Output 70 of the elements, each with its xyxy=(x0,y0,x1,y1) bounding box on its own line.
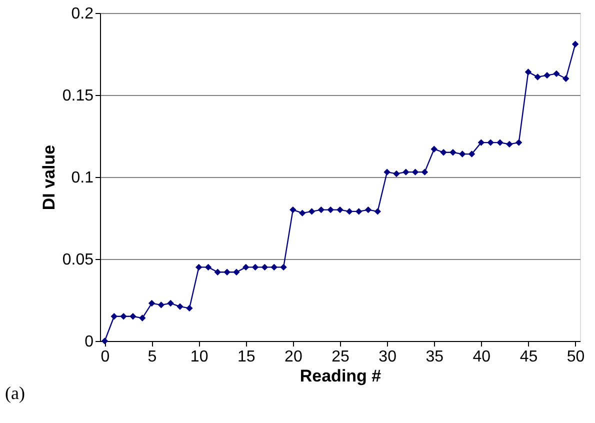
point xyxy=(176,303,184,310)
point xyxy=(110,313,118,320)
x-tick-label: 20 xyxy=(284,348,302,366)
x-tick-label: 0 xyxy=(100,348,110,366)
point xyxy=(233,268,240,276)
point xyxy=(506,140,513,148)
point xyxy=(242,264,250,271)
point xyxy=(544,72,550,79)
point xyxy=(450,149,456,156)
x-tick-label: 30 xyxy=(378,348,397,366)
point xyxy=(430,146,438,152)
point xyxy=(299,210,306,216)
point xyxy=(524,68,532,76)
point xyxy=(186,304,193,312)
y-tick-label: 0 xyxy=(84,334,94,350)
point xyxy=(327,206,334,214)
text: (a) xyxy=(5,383,25,403)
point xyxy=(346,208,353,215)
point xyxy=(130,313,136,320)
point xyxy=(553,70,560,78)
point xyxy=(195,264,202,271)
point xyxy=(214,268,221,276)
point xyxy=(318,206,325,214)
point xyxy=(393,170,400,178)
point xyxy=(421,168,428,176)
point xyxy=(478,139,485,146)
point xyxy=(364,206,372,214)
x-tick-label: 40 xyxy=(472,348,491,366)
x-tick-label: 5 xyxy=(148,348,157,366)
point xyxy=(412,168,419,176)
x-axis-title: Reading # xyxy=(300,366,382,386)
point xyxy=(572,40,579,48)
point xyxy=(167,300,174,307)
point xyxy=(374,208,381,215)
point xyxy=(280,264,287,271)
x-tick-label: 10 xyxy=(190,348,208,366)
point xyxy=(139,314,146,322)
point xyxy=(204,264,212,271)
point xyxy=(496,139,504,146)
point xyxy=(270,264,278,271)
point xyxy=(158,302,165,308)
x-tick-label: 45 xyxy=(520,348,538,366)
point xyxy=(402,168,410,176)
point xyxy=(101,338,108,344)
point xyxy=(487,139,494,146)
x-tick-label: 25 xyxy=(332,348,350,366)
point xyxy=(224,268,230,276)
point xyxy=(459,150,466,158)
y-axis-title: DI value xyxy=(39,144,58,210)
point xyxy=(252,264,259,271)
point xyxy=(120,313,127,320)
point xyxy=(515,139,522,146)
point xyxy=(290,206,296,214)
x-tick-label: 15 xyxy=(237,348,256,366)
y-tick-label: 0.15 xyxy=(62,88,94,104)
point xyxy=(261,264,268,271)
point xyxy=(355,208,362,215)
point xyxy=(440,149,447,156)
y-tick-label: 0.1 xyxy=(71,170,94,186)
point xyxy=(534,74,541,80)
y-tick-label: 0.05 xyxy=(62,252,94,268)
point xyxy=(308,208,316,215)
point xyxy=(468,150,476,158)
y-tick-label: 0.2 xyxy=(71,6,94,22)
point xyxy=(336,206,344,214)
point xyxy=(384,168,390,176)
x-tick-label: 50 xyxy=(566,348,585,366)
x-tick-label: 35 xyxy=(426,348,444,366)
point xyxy=(148,300,156,307)
point xyxy=(562,75,570,82)
